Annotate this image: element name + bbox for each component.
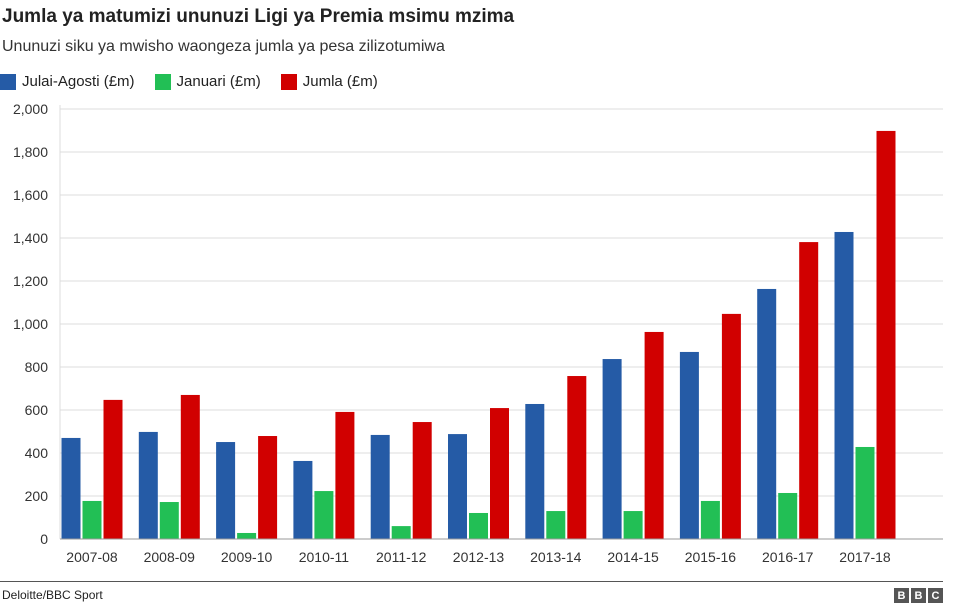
y-tick-label: 1,000 [13,316,48,332]
footer-divider [0,581,943,582]
bar-2012-13-januari [469,512,488,539]
x-tick-label: 2012-13 [453,549,505,565]
x-tick-label: 2017-18 [839,549,891,565]
bar-2008-09-januari [159,502,179,539]
legend-swatch [0,73,16,90]
logo-letter: B [911,588,926,603]
y-tick-label: 400 [25,445,49,461]
y-tick-label: 1,400 [13,230,48,246]
legend-label: Julai-Agosti (£m) [22,73,135,90]
bar-2012-13-julai-agosti [448,434,467,539]
x-tick-label: 2011-12 [376,549,427,565]
bar-2011-12-julai-agosti [370,434,390,539]
bar-2009-10-julai-agosti [216,442,236,539]
logo-letter: C [928,588,943,603]
y-tick-label: 0 [40,531,48,547]
y-tick-label: 1,800 [13,144,48,160]
bar-2015-16-julai-agosti [679,351,699,539]
bar-2007-08-januari [82,500,102,539]
x-tick-label: 2009-10 [221,549,273,565]
y-tick-label: 600 [25,402,49,418]
bar-2016-17-jumla [799,242,819,539]
y-tick-label: 1,600 [13,187,48,203]
bbc-logo: B B C [894,588,943,603]
x-tick-label: 2008-09 [144,549,196,565]
bar-2008-09-julai-agosti [138,431,158,539]
bar-2010-11-jumla [335,411,355,539]
bar-2015-16-januari [700,500,720,539]
legend: Julai-Agosti (£m) Januari (£m) Jumla (£m… [0,73,398,90]
y-tick-label: 800 [25,359,49,375]
x-tick-label: 2007-08 [66,549,118,565]
logo-letter: B [894,588,909,603]
legend-swatch [280,73,297,90]
source-label: Deloitte/BBC Sport [2,588,103,602]
bar-2016-17-januari [778,492,798,539]
bar-2013-14-januari [546,511,566,539]
legend-item-julai-agosti: Julai-Agosti (£m) [0,73,135,90]
legend-label: Jumla (£m) [302,73,378,90]
bar-2016-17-julai-agosti [757,288,777,539]
bar-2011-12-jumla [412,422,432,539]
bar-2010-11-januari [314,491,334,539]
y-tick-label: 200 [25,488,49,504]
y-tick-label: 1,200 [13,273,48,289]
bar-2007-08-jumla [103,399,123,539]
bar-2014-15-januari [623,511,643,539]
bar-2014-15-julai-agosti [602,359,622,539]
bar-2015-16-jumla [721,313,741,539]
bar-2012-13-jumla [490,408,509,539]
bar-2017-18-julai-agosti [834,231,854,540]
legend-label: Januari (£m) [176,73,261,90]
x-tick-label: 2015-16 [685,549,737,565]
bar-2007-08-julai-agosti [61,437,81,539]
x-tick-label: 2016-17 [762,549,814,565]
bar-2017-18-jumla [876,130,896,539]
bar-2010-11-julai-agosti [293,460,313,539]
x-tick-label: 2014-15 [607,549,659,565]
x-tick-label: 2013-14 [530,549,582,565]
legend-item-januari: Januari (£m) [154,73,261,90]
bar-2017-18-januari [855,446,875,539]
x-tick-label: 2010-11 [299,549,350,565]
legend-swatch [154,73,171,90]
y-tick-label: 2,000 [13,101,48,117]
bar-2008-09-jumla [180,394,200,539]
chart-subtitle: Ununuzi siku ya mwisho waongeza jumla ya… [2,38,445,55]
bar-2014-15-jumla [644,331,664,539]
bar-2009-10-jumla [258,436,278,539]
bar-2011-12-januari [391,526,411,539]
bar-2013-14-julai-agosti [525,403,545,539]
bar-2013-14-jumla [567,376,587,539]
bar-2009-10-januari [237,532,257,539]
chart-title: Jumla ya matumizi ununuzi Ligi ya Premia… [2,6,515,27]
legend-item-jumla: Jumla (£m) [280,73,378,90]
